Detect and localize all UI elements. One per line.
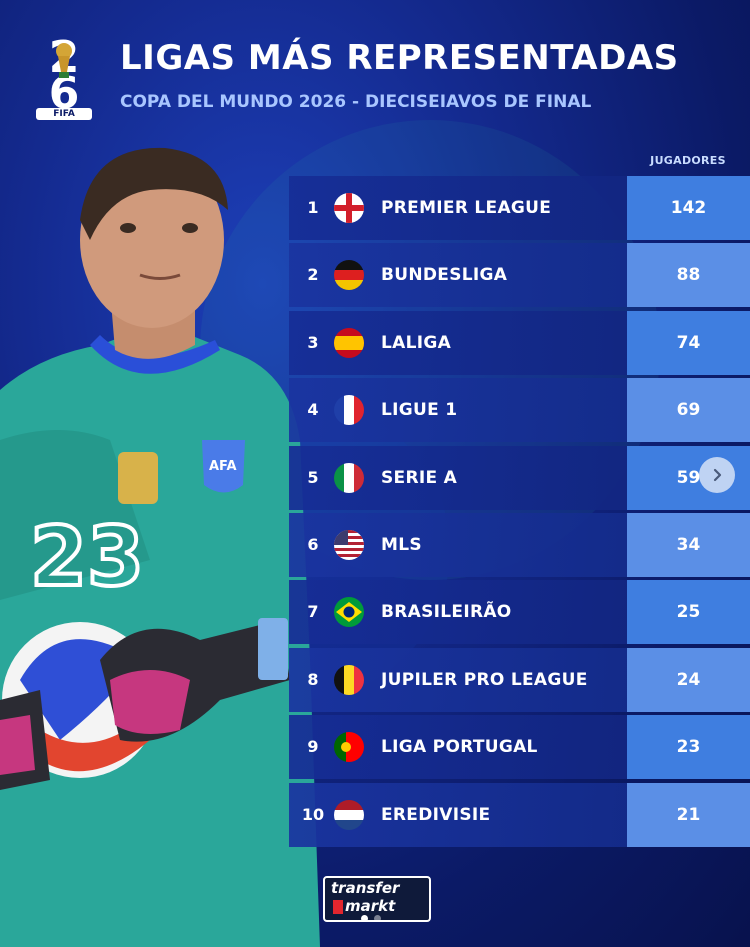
world-cup-2026-logo: 2 6 FIFA: [36, 36, 92, 120]
page-title: LIGAS MÁS REPRESENTADAS: [120, 38, 679, 78]
player-count: 69: [676, 400, 701, 421]
player-count: 24: [676, 669, 701, 690]
league-name: LIGUE 1: [381, 400, 458, 421]
league-name: MLS: [381, 534, 422, 555]
shirt-number: 23: [30, 510, 144, 605]
pager-dot[interactable]: [374, 915, 381, 922]
rank-number: 8: [307, 669, 319, 689]
player-count: 23: [676, 737, 701, 758]
player-count: 21: [676, 804, 701, 825]
trophy-icon: [56, 43, 72, 78]
goalkeeper-illustration: 23 AFA: [0, 147, 320, 947]
table-row: 5 SERIE A 59: [289, 445, 750, 510]
league-name: LIGA PORTUGAL: [381, 737, 538, 758]
usa-flag-icon: [334, 529, 364, 560]
table-row: 9 LIGA PORTUGAL 23: [289, 715, 750, 780]
page-subtitle: COPA DEL MUNDO 2026 - DIECISEIAVOS DE FI…: [120, 92, 592, 112]
league-name: BRASILEIRÃO: [381, 602, 512, 623]
player-count: 34: [676, 534, 701, 555]
league-name: BUNDESLIGA: [381, 265, 508, 286]
table-row: 7 BRASILEIRÃO 25: [289, 580, 750, 645]
rank-number: 1: [307, 198, 319, 217]
afa-badge-text: AFA: [209, 459, 237, 474]
transfermarkt-logo: transfer markt: [323, 876, 431, 922]
table-row: 6 MLS 34: [289, 512, 750, 577]
rank-number: 2: [307, 265, 319, 285]
netherlands-flag-icon: [334, 799, 364, 830]
table-row: 8 JUPILER PRO LEAGUE 24: [289, 647, 750, 712]
brand-line-1: transfer: [331, 879, 400, 897]
player-count: 25: [676, 602, 701, 623]
germany-flag-icon: [334, 260, 364, 291]
pager-dot-active[interactable]: [361, 915, 368, 922]
player-count: 59: [676, 467, 701, 488]
rank-number: 6: [307, 534, 319, 554]
rank-number: 3: [307, 332, 319, 352]
player-count: 88: [676, 265, 701, 286]
table-row: 10 EREDIVISIE 21: [289, 782, 750, 847]
brand-line-2: markt: [345, 897, 396, 915]
carousel-pager: [361, 915, 391, 925]
brazil-flag-icon: [334, 597, 364, 628]
rank-number: 10: [301, 804, 325, 824]
spain-flag-icon: [334, 327, 364, 358]
league-table: 1 PREMIER LEAGUE 142 2 BUNDESLIGA 88 3 L…: [289, 176, 750, 850]
table-row: 3 LALIGA 74: [289, 310, 750, 375]
league-name: EREDIVISIE: [381, 804, 491, 825]
fifa-label: FIFA: [36, 108, 92, 120]
rank-number: 5: [307, 467, 319, 487]
player-count: 142: [670, 198, 707, 218]
league-name: PREMIER LEAGUE: [381, 198, 552, 218]
brand-accent-icon: [333, 900, 343, 914]
league-name: LALIGA: [381, 332, 452, 353]
table-row: 4 LIGUE 1 69: [289, 378, 750, 443]
rank-number: 7: [307, 602, 319, 622]
player-count: 74: [676, 332, 701, 353]
chevron-right-icon: [713, 468, 722, 482]
france-flag-icon: [334, 395, 364, 426]
portugal-flag-icon: [334, 732, 364, 763]
england-flag-icon: [334, 193, 364, 223]
table-row: 2 BUNDESLIGA 88: [289, 243, 750, 308]
league-name: JUPILER PRO LEAGUE: [381, 669, 588, 690]
carousel-next-button[interactable]: [699, 457, 735, 493]
belgium-flag-icon: [334, 664, 364, 695]
rank-number: 4: [307, 400, 319, 420]
table-row: 1 PREMIER LEAGUE 142: [289, 176, 750, 240]
value-column-header: JUGADORES: [650, 154, 726, 167]
league-name: SERIE A: [381, 467, 458, 488]
italy-flag-icon: [334, 462, 364, 493]
rank-number: 9: [307, 737, 319, 757]
